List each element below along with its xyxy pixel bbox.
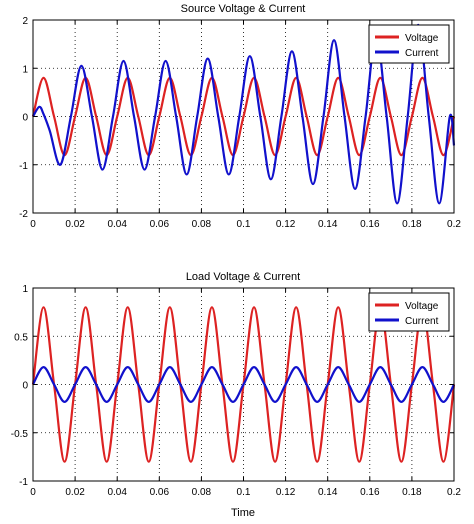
x-tick-label: 0.12	[276, 219, 296, 230]
x-tick-label: 0.2	[447, 487, 461, 498]
series-lines	[31, 23, 456, 205]
x-tick-label: 0.1	[237, 487, 251, 498]
x-tick-label: 0.06	[150, 487, 170, 498]
x-tick-label: 0.1	[237, 219, 251, 230]
x-tick-label: 0.16	[360, 219, 380, 230]
x-tick-label: 0.06	[150, 219, 170, 230]
chart-title: Source Voltage & Current	[181, 3, 306, 15]
x-tick-label: 0	[30, 487, 36, 498]
legend-voltage-label: Voltage	[405, 33, 439, 44]
series-current-line	[32, 366, 455, 403]
legend-current-label: Current	[405, 316, 439, 327]
y-tick-label: 1	[22, 284, 28, 295]
legend-voltage-label: Voltage	[405, 301, 439, 312]
tick-labels: 0 0.02 0.04 0.06 0.08 0.1 0.12 0.14 0.16 0.18 0.2 -…	[19, 16, 461, 230]
x-tick-label: 0.18	[402, 487, 422, 498]
x-tick-label: 0.14	[318, 487, 338, 498]
chart-title: Load Voltage & Current	[186, 271, 300, 283]
y-tick-label: -1	[19, 477, 28, 488]
x-tick-label: 0.18	[402, 219, 422, 230]
x-tick-label: 0.14	[318, 219, 338, 230]
x-tick-label: 0.08	[192, 487, 212, 498]
y-tick-label: 2	[22, 16, 28, 27]
axes-frame	[32, 19, 455, 214]
y-tick-label: 0	[22, 381, 28, 392]
x-tick-label: 0.2	[447, 219, 461, 230]
x-tick-label: 0.02	[65, 219, 85, 230]
source-voltage-current-chart: Source Voltage & Current 0 0.02 0.04 0.06 0.…	[19, 3, 461, 230]
y-tick-label: 0.5	[14, 332, 28, 343]
legend-current-label: Current	[405, 48, 439, 59]
x-tick-label: 0.12	[276, 487, 296, 498]
legend-box	[368, 292, 450, 332]
x-tick-label: 0	[30, 219, 36, 230]
tick-labels: 0 0.02 0.04 0.06 0.08 0.1 0.12 0.14 0.16 0.18 0.2 -…	[11, 284, 462, 498]
y-tick-label: 1	[22, 64, 28, 75]
x-tick-label: 0.04	[107, 219, 127, 230]
x-tick-label: 0.02	[65, 487, 85, 498]
x-axis-label: Time	[231, 507, 255, 519]
legend: Voltage Current	[368, 24, 450, 64]
y-tick-label: -0.5	[11, 429, 29, 440]
x-tick-label: 0.16	[360, 487, 380, 498]
series-current-line	[32, 23, 456, 205]
y-tick-label: 0	[22, 113, 28, 124]
load-voltage-current-chart: Load Voltage & Current 0 0.02 0.04 0.06 0.08…	[11, 271, 462, 519]
y-tick-label: -1	[19, 161, 28, 172]
x-tick-label: 0.08	[192, 219, 212, 230]
axes-frame	[32, 287, 455, 482]
x-tick-label: 0.04	[107, 487, 127, 498]
y-tick-label: -2	[19, 209, 28, 220]
legend-box	[368, 24, 450, 64]
legend: Voltage Current	[368, 292, 450, 332]
